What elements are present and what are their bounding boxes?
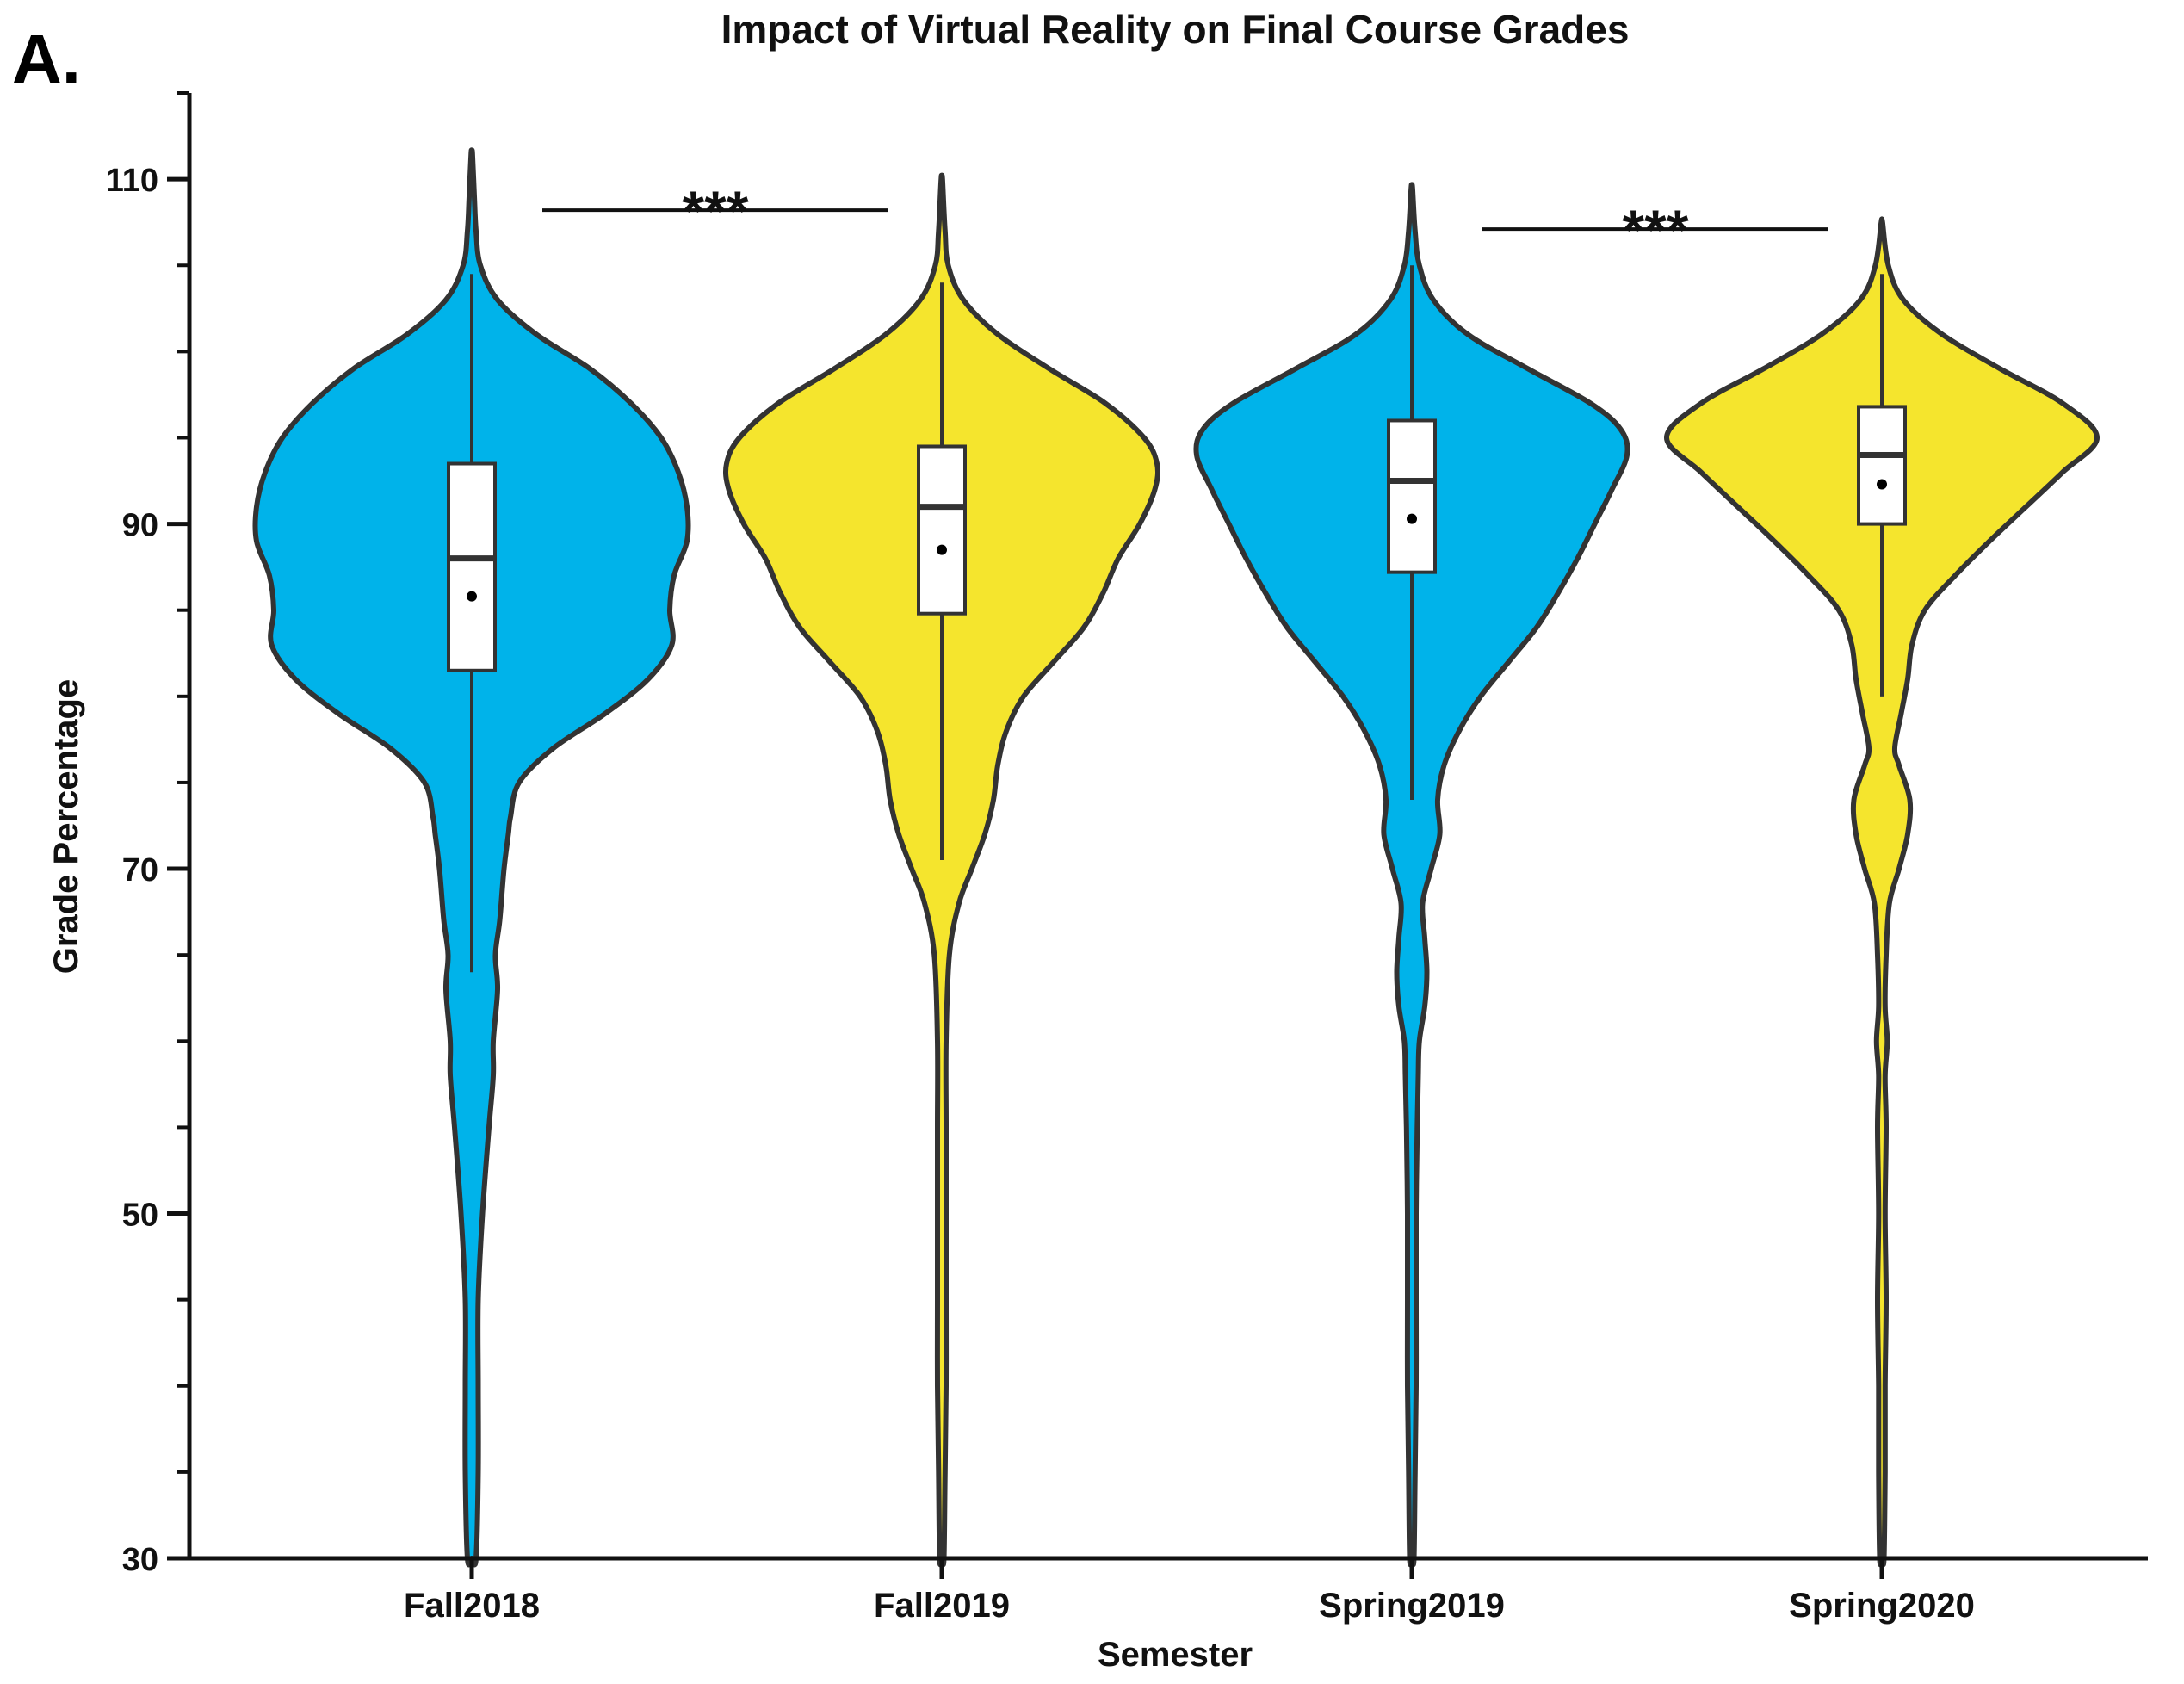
y-tick-label-50: 50 — [122, 1198, 158, 1234]
violin-fall2019 — [722, 172, 1161, 1568]
box-spring2020 — [1857, 405, 1907, 526]
y-tick-label-70: 70 — [122, 852, 158, 888]
y-tick-label-30: 30 — [122, 1542, 158, 1578]
x-axis-label: Semester — [1098, 1636, 1253, 1674]
significance-stars-1: *** — [682, 179, 748, 243]
x-ticks-group: Fall2018 Fall2019 Spring2019 Spring2020 — [404, 1558, 1975, 1625]
violin-body-spring2019 — [1193, 182, 1630, 1568]
x-tick-label-spring2019: Spring2019 — [1319, 1587, 1505, 1625]
panel-label: A. — [12, 21, 81, 97]
violin-fall2018 — [252, 147, 691, 1568]
violin-spring2020 — [1664, 216, 2100, 1568]
chart-title: Impact of Virtual Reality on Final Cours… — [721, 7, 1630, 52]
significance-annotations: *** *** — [542, 179, 1828, 262]
y-tick-label-90: 90 — [122, 508, 158, 544]
y-tick-label-110: 110 — [106, 163, 158, 199]
violins-group — [252, 147, 2100, 1568]
box-fall2018 — [447, 461, 497, 672]
axes-group — [187, 93, 2148, 1561]
mean-dot-spring2019 — [1407, 513, 1417, 524]
significance-stars-2: *** — [1622, 198, 1688, 262]
y-ticks-group: 30 50 70 90 110 — [106, 91, 189, 1578]
box-spring2019 — [1387, 418, 1437, 574]
x-tick-label-fall2018: Fall2018 — [404, 1587, 540, 1625]
mean-dot-fall2018 — [467, 591, 477, 602]
y-axis-label: Grade Percentage — [47, 679, 85, 974]
violin-spring2019 — [1193, 182, 1630, 1568]
mean-dot-spring2020 — [1877, 479, 1887, 490]
box-fall2019 — [917, 444, 967, 616]
violin-body-fall2019 — [722, 172, 1161, 1568]
x-tick-label-fall2019: Fall2019 — [874, 1587, 1010, 1625]
violin-body-spring2020 — [1664, 216, 2100, 1568]
x-tick-label-spring2020: Spring2020 — [1789, 1587, 1975, 1625]
mean-dot-fall2019 — [937, 544, 947, 555]
